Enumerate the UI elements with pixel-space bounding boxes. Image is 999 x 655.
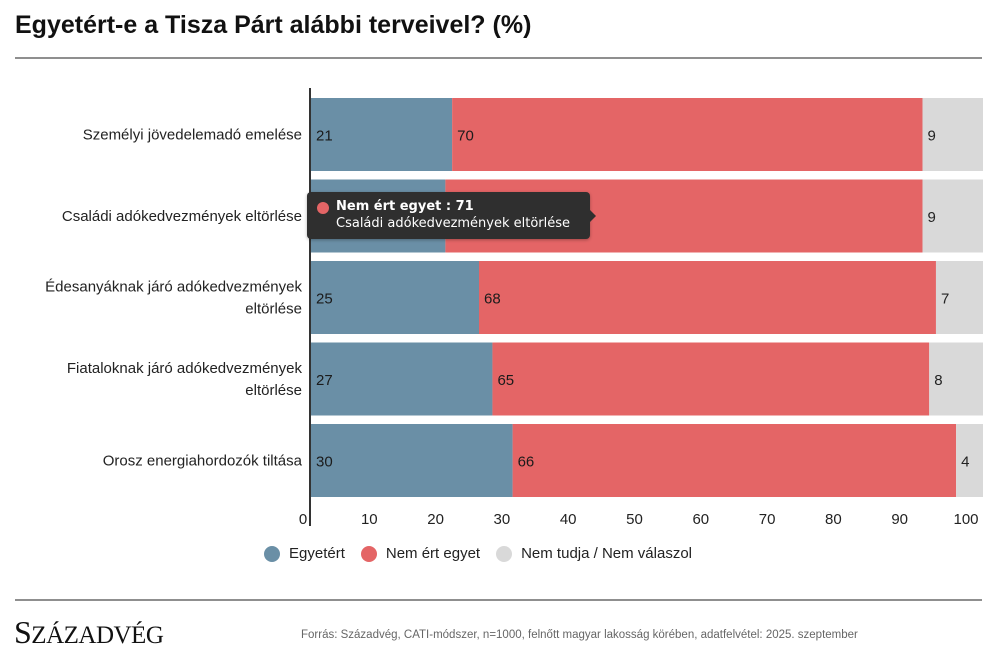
legend-dot-dontknow xyxy=(496,545,513,562)
stacked-bar-chart: Személyi jövedelemadó emelése 21 70 9Család… xyxy=(45,88,983,528)
bar-segment-agree[interactable] xyxy=(311,424,513,497)
legend-item-dontknow[interactable]: Nem tudja / Nem válaszol xyxy=(496,545,692,562)
category-label-line: Orosz energiahordozók tiltása xyxy=(103,453,303,470)
bar-segment-agree[interactable] xyxy=(311,98,453,171)
bottom-divider xyxy=(15,599,982,601)
legend-label: Nem ért egyet xyxy=(385,545,481,562)
x-tick-label: 50 xyxy=(626,511,643,528)
data-label: 30 xyxy=(316,454,333,471)
x-tick-label: 80 xyxy=(825,511,842,528)
bar-segment-disagree[interactable] xyxy=(512,424,957,497)
x-tick-label: 100 xyxy=(953,511,978,528)
legend: Egyetért Nem ért egyet Nem tudja / Nem v… xyxy=(264,545,708,562)
data-label: 9 xyxy=(928,209,936,226)
bar-segment-agree[interactable] xyxy=(311,342,493,416)
category-label-line: Fiataloknak járó adókedvezmények xyxy=(67,360,303,377)
category-label-line: Édesanyáknak járó adókedvezmények xyxy=(45,279,302,296)
source-note: Forrás: Századvég, CATI-módszer, n=1000,… xyxy=(301,629,858,641)
legend-item-agree[interactable]: Egyetért xyxy=(264,545,345,562)
tooltip-category: Családi adókedvezmények eltörlése xyxy=(336,216,571,231)
category-label: Édesanyáknak járó adókedvezmények eltörlé… xyxy=(45,279,302,318)
category-label: Családi adókedvezmények eltörlése xyxy=(62,208,302,225)
legend-label: Nem tudja / Nem válaszol xyxy=(521,545,692,562)
data-label: 21 xyxy=(316,128,333,145)
bar-segment-disagree[interactable] xyxy=(452,98,923,171)
legend-item-disagree[interactable]: Nem ért egyet xyxy=(360,545,481,562)
bar-segment-dontknow[interactable] xyxy=(922,98,983,171)
x-tick-label: 10 xyxy=(361,511,378,528)
data-label: 8 xyxy=(934,372,942,389)
category-label-line: Személyi jövedelemadó emelése xyxy=(83,127,302,144)
data-label: 7 xyxy=(941,291,949,308)
bar-segment-agree[interactable] xyxy=(311,261,479,334)
tooltip: Nem ért egyet : 71 Családi adókedvezmény… xyxy=(307,192,596,239)
category-label: Orosz energiahordozók tiltása xyxy=(103,453,303,470)
data-label: 70 xyxy=(457,128,474,145)
tooltip-series-value: Nem ért egyet : 71 xyxy=(336,199,474,214)
category-label-line: Családi adókedvezmények eltörlése xyxy=(62,208,302,225)
legend-label: Egyetért xyxy=(289,545,345,562)
data-label: 68 xyxy=(484,291,501,308)
data-label: 25 xyxy=(316,291,333,308)
bar-segment-disagree[interactable] xyxy=(479,261,936,334)
x-tick-label: 0 xyxy=(299,511,307,528)
category-label-line: eltörlése xyxy=(245,382,302,399)
top-divider xyxy=(15,57,982,59)
chart-title: Egyetért-e a Tisza Párt alábbi terveivel… xyxy=(15,11,532,39)
x-tick-label: 40 xyxy=(560,511,577,528)
tooltip-series-dot xyxy=(317,202,329,214)
bar-segment-dontknow[interactable] xyxy=(929,342,983,416)
x-tick-label: 90 xyxy=(891,511,908,528)
data-label: 65 xyxy=(497,372,514,389)
category-label: Fiataloknak járó adókedvezmények eltörlés… xyxy=(67,360,303,399)
x-tick-label: 60 xyxy=(692,511,709,528)
data-label: 66 xyxy=(518,454,535,471)
bar-segment-dontknow[interactable] xyxy=(956,424,983,497)
category-label: Személyi jövedelemadó emelése xyxy=(83,127,302,144)
szazadveg-logo: SZÁZADVÉG xyxy=(14,614,164,650)
bar-segment-disagree[interactable] xyxy=(492,342,930,416)
legend-dot-disagree xyxy=(360,545,377,562)
data-label: 4 xyxy=(961,454,969,471)
category-label-line: eltörlése xyxy=(245,301,302,318)
x-tick-label: 30 xyxy=(494,511,511,528)
x-tick-label: 20 xyxy=(427,511,444,528)
legend-dot-agree xyxy=(264,545,280,562)
data-label: 27 xyxy=(316,372,333,389)
x-tick-label: 70 xyxy=(759,511,776,528)
bar-segment-dontknow[interactable] xyxy=(935,261,983,334)
data-label: 9 xyxy=(928,128,936,145)
bar-segment-dontknow[interactable] xyxy=(922,179,983,253)
